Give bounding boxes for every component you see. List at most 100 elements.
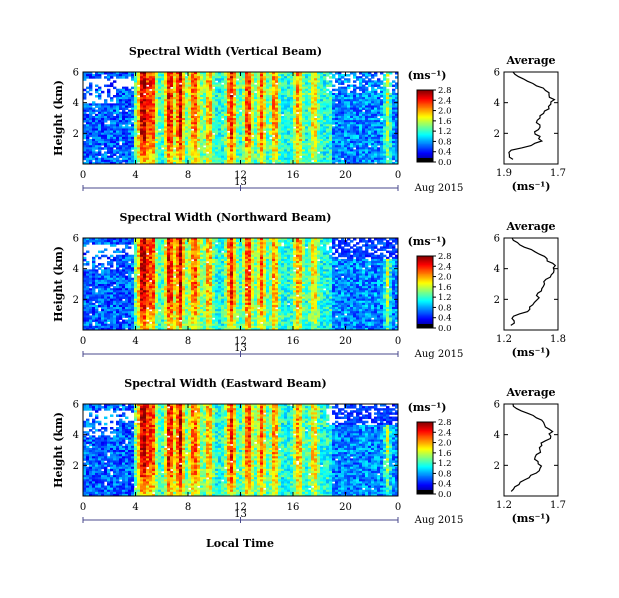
heatmap-cell <box>314 78 318 81</box>
heatmap-cell <box>107 143 111 146</box>
heatmap-cell <box>299 120 303 123</box>
heatmap-cell <box>83 109 87 113</box>
heatmap-cell <box>263 159 267 163</box>
heatmap-cell <box>230 161 234 165</box>
heatmap-cell <box>125 138 129 142</box>
heatmap-cell <box>320 105 324 108</box>
heatmap-cell <box>305 86 309 90</box>
heatmap-cell <box>362 138 366 142</box>
heatmap-cell <box>140 72 144 75</box>
heatmap-cell <box>302 97 306 100</box>
heatmap-cell <box>122 86 126 90</box>
heatmap-cell <box>170 74 174 77</box>
heatmap-cell <box>152 95 156 98</box>
heatmap-cell <box>152 155 156 159</box>
heatmap-cell <box>299 88 303 92</box>
heatmap-cell <box>302 86 306 90</box>
heatmap-cell <box>83 252 87 256</box>
heatmap-cell <box>185 80 189 83</box>
heatmap-cell <box>272 103 276 106</box>
heatmap-cell <box>200 120 204 123</box>
heatmap-cell <box>215 97 219 100</box>
heatmap-cell <box>179 151 183 154</box>
heatmap-cell <box>296 134 300 138</box>
heatmap-cell <box>110 105 114 108</box>
heatmap-cell <box>128 134 132 138</box>
heatmap-cell <box>311 107 315 111</box>
heatmap-cell <box>104 157 108 161</box>
heatmap-cell <box>242 126 246 129</box>
heatmap-cell <box>98 122 102 125</box>
heatmap-cell <box>131 97 135 100</box>
heatmap-cell <box>158 101 162 104</box>
heatmap-cell <box>365 107 369 111</box>
heatmap-cell <box>311 132 315 136</box>
heatmap-cell <box>236 157 240 161</box>
heatmap-cell <box>344 141 348 144</box>
heatmap-cell <box>278 113 282 117</box>
heatmap-cell <box>356 147 360 150</box>
heatmap-cell <box>320 74 324 77</box>
heatmap-cell <box>299 122 303 125</box>
heatmap-cell <box>128 90 132 94</box>
heatmap-cell <box>305 130 309 134</box>
heatmap-cell <box>284 95 288 98</box>
heatmap-cell <box>209 143 213 146</box>
heatmap-cell <box>167 88 171 92</box>
heatmap-cell <box>125 157 129 161</box>
heatmap-cell <box>188 132 192 136</box>
heatmap-cell <box>143 138 147 142</box>
heatmap-cell <box>332 95 336 98</box>
heatmap-cell <box>182 120 186 123</box>
heatmap-cell <box>197 155 201 159</box>
heatmap-cell <box>332 74 336 77</box>
heatmap-cell <box>209 76 213 79</box>
heatmap-cell <box>152 120 156 123</box>
heatmap-cell <box>227 86 231 90</box>
heatmap-cell <box>356 161 360 165</box>
heatmap-cell <box>131 122 135 125</box>
heatmap-cell <box>266 155 270 159</box>
heatmap-cell <box>113 151 117 154</box>
heatmap-cell <box>362 149 366 152</box>
heatmap-cell <box>149 101 153 104</box>
heatmap-cell <box>281 147 285 150</box>
heatmap-cell <box>227 136 231 140</box>
heatmap-cell <box>317 113 321 117</box>
heatmap-cell <box>281 157 285 161</box>
heatmap-cell <box>86 145 90 148</box>
heatmap-cell <box>95 90 99 94</box>
heatmap-cell <box>332 88 336 92</box>
heatmap-cell <box>269 103 273 106</box>
heatmap-cell <box>260 155 264 159</box>
heatmap-cell <box>368 99 372 102</box>
heatmap-cell <box>206 107 210 111</box>
heatmap-cell <box>230 101 234 104</box>
heatmap-cell <box>263 105 267 108</box>
heatmap-cell <box>233 138 237 142</box>
heatmap-cell <box>317 103 321 106</box>
heatmap-cell <box>128 161 132 165</box>
heatmap-cell <box>272 124 276 127</box>
heatmap-cell <box>173 74 177 77</box>
heatmap-cell <box>191 88 195 92</box>
heatmap-cell <box>296 118 300 121</box>
heatmap-cell <box>89 159 93 163</box>
heatmap-cell <box>320 82 324 85</box>
heatmap-cell <box>140 126 144 129</box>
heatmap-cell <box>155 159 159 163</box>
heatmap-cell <box>110 145 114 148</box>
heatmap-cell <box>218 128 222 131</box>
heatmap-cell <box>359 134 363 138</box>
heatmap-cell <box>107 118 111 121</box>
heatmap-cell <box>95 115 99 119</box>
heatmap-cell <box>227 134 231 138</box>
heatmap-cell <box>245 143 249 146</box>
heatmap-cell <box>314 97 318 100</box>
heatmap-cell <box>368 161 372 165</box>
heatmap-cell <box>248 120 252 123</box>
heatmap-cell <box>239 155 243 159</box>
heatmap-cell <box>146 159 150 163</box>
heatmap-cell <box>326 72 330 75</box>
heatmap-cell <box>284 141 288 144</box>
